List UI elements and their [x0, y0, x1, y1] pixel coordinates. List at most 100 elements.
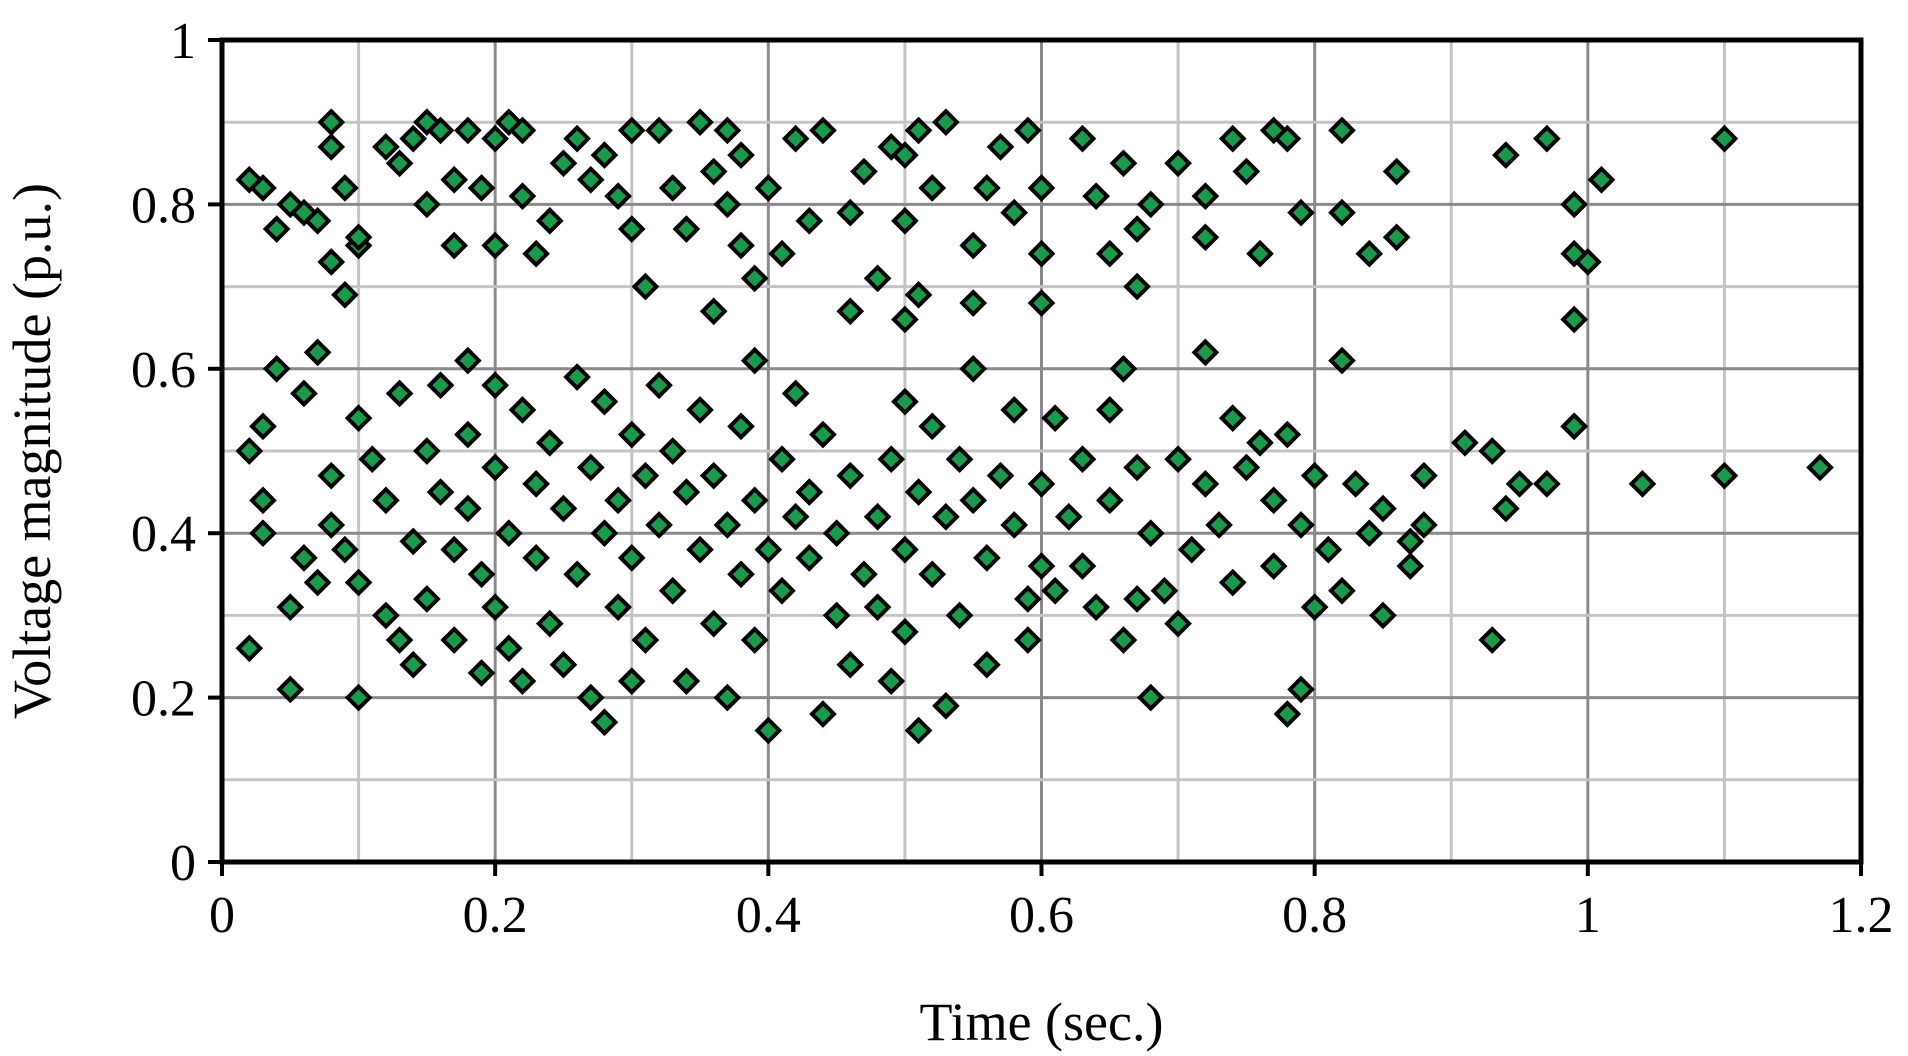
data-point — [1328, 576, 1356, 605]
data-point — [1095, 396, 1124, 424]
data-point — [1451, 428, 1479, 457]
data-point — [262, 354, 291, 383]
data-point — [795, 544, 824, 572]
data-point — [1218, 404, 1247, 432]
data-point — [1068, 124, 1097, 153]
data-point — [1492, 141, 1520, 169]
data-point — [1396, 552, 1425, 580]
data-point — [631, 272, 660, 301]
data-point — [822, 601, 851, 630]
data-point — [809, 700, 837, 728]
data-point — [440, 626, 469, 654]
data-point — [1259, 486, 1288, 515]
data-point — [959, 486, 988, 515]
data-point — [918, 174, 947, 202]
data-point — [303, 568, 332, 597]
data-point — [1246, 428, 1274, 457]
data-point — [1505, 470, 1534, 498]
data-point — [1014, 116, 1042, 145]
data-point — [1232, 453, 1261, 482]
data-point — [372, 133, 400, 161]
data-point — [877, 667, 906, 695]
y-tick-label: 0.8 — [131, 177, 196, 234]
data-point — [1109, 626, 1138, 654]
data-point — [1123, 585, 1151, 613]
data-point — [290, 379, 318, 408]
data-point — [1150, 576, 1179, 605]
data-point — [1478, 437, 1507, 465]
x-tick-label: 0.4 — [736, 887, 801, 944]
data-point — [590, 519, 619, 548]
x-tick-label: 0.2 — [463, 887, 528, 944]
data-point — [454, 116, 482, 145]
data-point — [344, 568, 373, 597]
data-point — [836, 650, 865, 679]
x-tick-label: 0 — [209, 887, 235, 944]
data-point — [863, 502, 892, 531]
data-point — [1232, 157, 1261, 186]
data-point — [454, 494, 482, 523]
data-point — [768, 576, 796, 605]
data-point — [426, 116, 455, 145]
data-point — [672, 667, 701, 695]
data-point — [1710, 124, 1739, 153]
data-point — [617, 116, 646, 145]
data-point — [904, 116, 933, 145]
y-tick-label: 1 — [170, 13, 196, 70]
data-point — [1355, 519, 1384, 548]
data-point — [1533, 470, 1561, 498]
y-tick-label: 0.4 — [131, 506, 196, 563]
data-point — [426, 478, 455, 506]
data-point — [740, 626, 769, 654]
data-point — [1560, 305, 1589, 334]
data-point — [658, 174, 687, 202]
data-point — [1014, 585, 1042, 613]
data-point — [1136, 190, 1165, 219]
data-point — [699, 609, 728, 638]
data-point — [1273, 124, 1302, 153]
data-point — [1218, 568, 1247, 597]
data-point — [1328, 346, 1356, 375]
data-point — [645, 511, 673, 539]
data-point — [317, 108, 346, 137]
x-tick-label: 1 — [1575, 887, 1601, 944]
data-point — [1191, 338, 1220, 367]
data-point — [836, 198, 865, 227]
data-point — [1300, 593, 1329, 622]
data-point — [467, 659, 496, 687]
data-point — [1287, 198, 1315, 227]
data-point — [959, 354, 988, 383]
data-point — [1273, 700, 1302, 728]
data-point — [891, 387, 919, 416]
data-point — [713, 511, 742, 539]
data-point — [590, 387, 619, 416]
data-point — [850, 157, 878, 186]
data-point — [1191, 223, 1220, 252]
data-point — [740, 346, 769, 375]
data-point — [303, 207, 332, 235]
data-point — [1628, 470, 1657, 498]
data-point — [1068, 552, 1097, 580]
data-point — [1369, 494, 1397, 523]
data-point — [358, 445, 387, 474]
data-point — [426, 371, 455, 400]
data-point — [617, 667, 646, 695]
data-point — [235, 634, 264, 663]
data-point — [617, 215, 646, 243]
data-point — [973, 174, 1001, 202]
data-point — [1369, 601, 1397, 630]
data-point — [877, 445, 906, 474]
data-point — [249, 174, 277, 202]
data-point — [713, 190, 742, 219]
data-point — [781, 379, 810, 408]
data-point — [904, 478, 933, 506]
data-point — [973, 544, 1001, 572]
data-point — [1109, 354, 1138, 383]
data-point — [1287, 675, 1315, 704]
data-point — [1041, 404, 1069, 432]
data-point — [1123, 215, 1151, 243]
data-point — [740, 264, 769, 293]
data-point — [932, 108, 960, 137]
data-point — [249, 412, 277, 441]
